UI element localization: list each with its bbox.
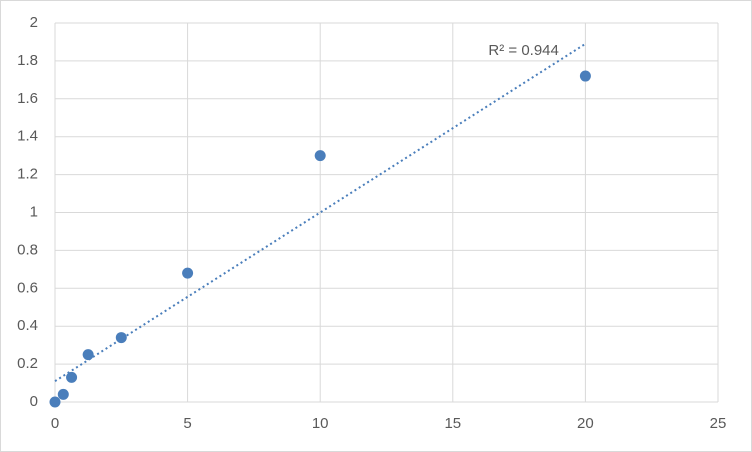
data-point — [66, 371, 78, 383]
y-tick-label: 1 — [30, 203, 38, 220]
y-tick-label: 0.8 — [17, 241, 38, 258]
x-tick-label: 25 — [710, 415, 727, 432]
data-point — [57, 388, 69, 400]
y-tick-label: 1.4 — [17, 128, 38, 145]
data-point — [115, 332, 127, 344]
data-point — [182, 267, 194, 279]
x-tick-label: 5 — [183, 415, 191, 432]
y-tick-label: 1.2 — [17, 166, 38, 183]
y-tick-label: 0.2 — [17, 355, 38, 372]
y-tick-label: 1.8 — [17, 52, 38, 69]
data-point — [579, 70, 591, 82]
data-point — [314, 150, 326, 162]
x-tick-label: 20 — [577, 415, 594, 432]
y-tick-label: 1.6 — [17, 90, 38, 107]
data-point — [49, 396, 61, 408]
y-tick-label: 0.4 — [17, 317, 38, 334]
trendline-label: R² = 0.944 — [488, 42, 558, 59]
x-tick-label: 0 — [51, 415, 59, 432]
y-tick-label: 2 — [30, 14, 38, 31]
data-point — [82, 349, 94, 361]
y-tick-label: 0.6 — [17, 279, 38, 296]
y-tick-label: 0 — [30, 393, 38, 410]
x-tick-label: 10 — [312, 415, 329, 432]
x-tick-label: 15 — [444, 415, 461, 432]
